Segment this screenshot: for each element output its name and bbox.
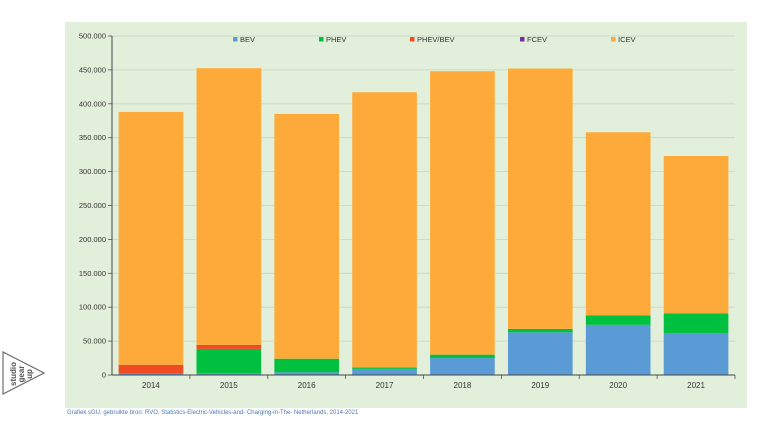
- bar-segment: [585, 315, 651, 325]
- source-note: Grafiek sGU, gebruikte bron: RVO, Statis…: [67, 410, 359, 416]
- y-tick-label: 200.000: [79, 235, 106, 244]
- legend-label: FCEV: [527, 35, 547, 44]
- legend-swatch: [319, 37, 324, 42]
- bar-segment: [663, 332, 729, 375]
- legend-swatch: [611, 37, 616, 42]
- bar-segment: [196, 344, 262, 349]
- bar-segment: [118, 364, 184, 374]
- y-tick-label: 300.000: [79, 167, 106, 176]
- x-tick-label: 2016: [298, 381, 316, 390]
- x-tick-label: 2019: [531, 381, 549, 390]
- bar-segment: [352, 367, 417, 369]
- bar-segment: [352, 368, 417, 375]
- bar-segment: [585, 132, 651, 316]
- y-tick-label: 50.000: [83, 337, 106, 346]
- legend-label: BEV: [240, 35, 255, 44]
- y-tick-label: 100.000: [79, 303, 106, 312]
- bar-segment: [585, 324, 651, 375]
- stacked-bar-chart: 0 50.000 100.000 150.000 200.000 250.000 300.0…: [79, 32, 736, 390]
- bar-segment: [196, 348, 262, 374]
- bar-segment: [507, 68, 573, 329]
- bar-segment: [663, 156, 729, 314]
- bar-segment: [430, 354, 495, 359]
- y-tick-label: 0: [102, 371, 106, 380]
- x-tick-label: 2018: [454, 381, 472, 390]
- logo-line-2: gear: [17, 366, 26, 383]
- bar-segment: [663, 313, 729, 333]
- bar-segment: [118, 111, 184, 365]
- legend-swatch: [410, 37, 415, 42]
- y-tick-label: 500.000: [79, 32, 106, 41]
- plot-panel: 0 50.000 100.000 150.000 200.000 250.000 300.0…: [65, 22, 747, 408]
- y-tick-label: 150.000: [79, 269, 106, 278]
- bar-segment: [274, 372, 340, 375]
- y-tick-label: 350.000: [79, 133, 106, 142]
- bar-segment: [507, 332, 573, 375]
- logo-line-1: studio: [9, 362, 18, 386]
- logo-line-3: up: [25, 369, 34, 379]
- x-tick-label: 2020: [609, 381, 627, 390]
- legend-label: PHEV: [326, 35, 346, 44]
- legend-label: ICEV: [618, 35, 636, 44]
- y-tick-label: 450.000: [79, 65, 106, 74]
- bar-segment: [274, 358, 340, 373]
- bar-segment: [430, 71, 495, 355]
- legend-label: PHEV/BEV: [417, 35, 455, 44]
- x-tick-label: 2015: [220, 381, 238, 390]
- x-tick-label: 2021: [687, 381, 705, 390]
- legend-swatch: [233, 37, 238, 42]
- bar-segment: [196, 68, 262, 345]
- bar-segment: [196, 373, 262, 375]
- bar-segment: [274, 113, 340, 359]
- y-tick-label: 250.000: [79, 201, 106, 210]
- bar-segment: [118, 373, 184, 375]
- y-tick-label: 400.000: [79, 99, 106, 108]
- x-tick-label: 2014: [142, 381, 160, 390]
- bar-segment: [507, 328, 573, 333]
- bar-segment: [352, 92, 417, 368]
- legend-swatch: [520, 37, 525, 42]
- studio-gear-up-logo: studio gear up: [2, 350, 46, 401]
- bar-segment: [430, 358, 495, 375]
- x-tick-label: 2017: [376, 381, 394, 390]
